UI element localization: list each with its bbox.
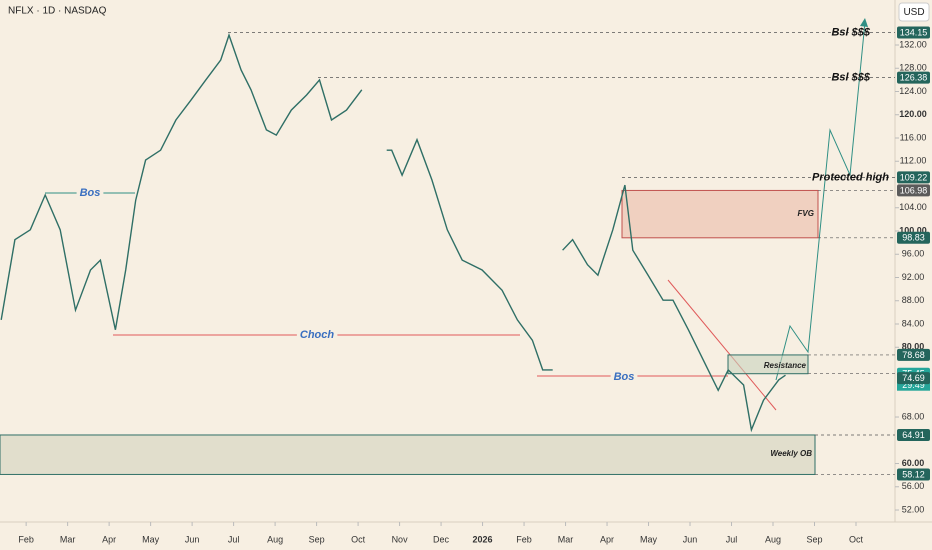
chart-title: NFLX · 1D · NASDAQ <box>8 6 107 17</box>
x-tick-label: Feb <box>18 534 34 544</box>
annotation: Bos <box>80 187 101 199</box>
y-tick-label: 88.00 <box>902 295 925 305</box>
price-tag-label: 78.68 <box>902 350 925 360</box>
y-tick-label: 96.00 <box>902 249 925 259</box>
x-tick-label: Feb <box>516 534 532 544</box>
currency-button[interactable] <box>898 2 930 22</box>
price-tag-label: 98.83 <box>902 233 925 243</box>
trendline <box>667 279 777 411</box>
x-tick-label: Mar <box>558 534 574 544</box>
x-tick-label: 2026 <box>473 534 493 544</box>
price-tag-label: 64.91 <box>902 430 925 440</box>
price-tag <box>897 372 930 385</box>
price-tag <box>897 184 930 197</box>
annotation-bg <box>76 186 104 199</box>
resistance-zone <box>727 354 809 375</box>
price-tag <box>897 71 930 84</box>
y-tick-label: 112.00 <box>900 156 927 166</box>
price-tag <box>897 231 930 244</box>
annotation: Weekly OB <box>770 449 812 458</box>
x-tick-label: May <box>142 534 160 544</box>
x-tick-label: Jul <box>726 534 738 544</box>
annotation: Bsl $$$ <box>831 72 870 84</box>
price-tag <box>897 428 930 441</box>
y-tick-label: 52.00 <box>902 504 925 514</box>
x-tick-label: Jun <box>683 534 698 544</box>
projection-path <box>775 21 866 381</box>
y-tick-label: 128.00 <box>899 63 927 73</box>
y-tick-label: 68.00 <box>902 411 925 421</box>
price-tag <box>897 468 930 481</box>
drawings <box>0 18 868 475</box>
x-tick-label: Oct <box>351 534 366 544</box>
price-tag-label: 74.69 <box>902 373 925 383</box>
y-tick-label: 80.00 <box>902 342 925 352</box>
annotation: Bsl $$$ <box>831 26 870 38</box>
price-tag-label: 134.15 <box>900 27 928 37</box>
y-tick-label: 92.00 <box>902 272 925 282</box>
weekly-ob-zone <box>0 434 816 475</box>
y-tick-label: 60.00 <box>902 458 925 468</box>
countdown: 29:49 <box>902 380 925 390</box>
annotation: Resistance <box>764 361 807 370</box>
y-tick-label: 100.00 <box>899 225 927 235</box>
annotation-bg <box>610 370 638 383</box>
y-tick-label: 116.00 <box>900 132 927 142</box>
x-tick-label: Jul <box>228 534 240 544</box>
price-tag-label: 106.98 <box>900 185 928 195</box>
countdown-tag <box>897 379 930 391</box>
price-tag-label: 126.38 <box>900 73 928 83</box>
x-tick-label: Oct <box>849 534 864 544</box>
x-tick-label: Sep <box>309 534 325 544</box>
x-tick-label: Aug <box>765 534 781 544</box>
fvg-zone <box>621 189 819 239</box>
x-tick-label: May <box>640 534 658 544</box>
price-tag <box>897 348 930 361</box>
x-tick-label: Nov <box>392 534 409 544</box>
y-tick-label: 120.00 <box>899 109 927 119</box>
x-tick-label: Apr <box>102 534 116 544</box>
annotation-bg <box>296 328 338 341</box>
x-tick-label: Aug <box>267 534 283 544</box>
annotation: Bos <box>614 371 635 383</box>
annotation: FVG <box>798 209 814 218</box>
x-tick-label: Mar <box>60 534 76 544</box>
y-tick-label: 84.00 <box>902 318 925 328</box>
projection-arrow <box>860 18 868 27</box>
price-line <box>0 32 786 433</box>
x-tick-label: Jun <box>185 534 200 544</box>
y-tick-label: 56.00 <box>902 481 925 491</box>
annotation: Choch <box>300 329 335 341</box>
x-tick-label: Dec <box>433 534 450 544</box>
price-tag-label: 109.22 <box>900 172 928 182</box>
price-tag <box>897 171 930 184</box>
y-tick-label: 124.00 <box>899 86 927 96</box>
x-tick-label: Sep <box>806 534 822 544</box>
x-tick-label: Apr <box>600 534 614 544</box>
annotation: Protected high <box>812 171 889 183</box>
y-tick-label: 104.00 <box>899 202 927 212</box>
currency[interactable]: USD <box>903 7 924 18</box>
price-tag <box>897 26 930 39</box>
price-tag-label: 58.12 <box>902 469 925 479</box>
y-tick-label: 132.00 <box>899 39 927 49</box>
